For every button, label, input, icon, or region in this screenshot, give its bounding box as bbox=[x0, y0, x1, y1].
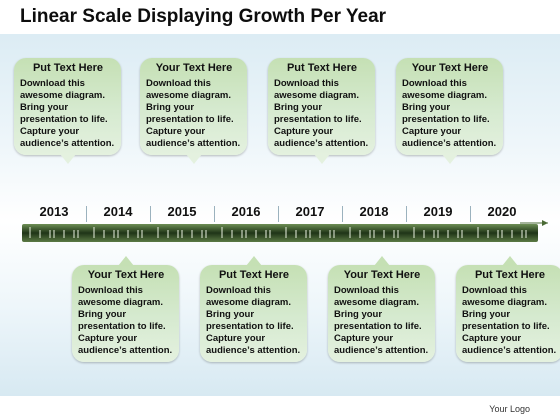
callout-body: Download this awesome diagram. Bring you… bbox=[206, 285, 301, 356]
year-separator bbox=[86, 206, 87, 222]
year-separator bbox=[470, 206, 471, 222]
callout-heading: Put Text Here bbox=[32, 62, 104, 74]
callout-heading: Put Text Here bbox=[286, 62, 358, 74]
page-title: Linear Scale Displaying Growth Per Year bbox=[20, 6, 387, 27]
tick-group bbox=[29, 227, 527, 238]
callout-body: Download this awesome diagram. Bring you… bbox=[146, 78, 241, 149]
callout-top-1: Put Text Here Download this awesome diag… bbox=[14, 58, 121, 164]
callout-body: Download this awesome diagram. Bring you… bbox=[78, 285, 173, 356]
callout-pointer bbox=[441, 154, 458, 164]
callout-heading: Your Text Here bbox=[411, 62, 489, 74]
year-label: 2015 bbox=[167, 204, 197, 219]
year-label: 2016 bbox=[231, 204, 261, 219]
callout-body: Download this awesome diagram. Bring you… bbox=[402, 78, 497, 149]
callout-bottom-1: Your Text Here Download this awesome dia… bbox=[72, 256, 179, 362]
year-label: 2019 bbox=[423, 204, 453, 219]
year-label: 2020 bbox=[487, 204, 517, 219]
callout-body: Download this awesome diagram. Bring you… bbox=[462, 285, 557, 356]
callout-heading: Your Text Here bbox=[87, 269, 165, 281]
timeline-bar bbox=[22, 224, 538, 242]
callout-heading: Your Text Here bbox=[343, 269, 421, 281]
callout-heading: Your Text Here bbox=[155, 62, 233, 74]
callout-pointer bbox=[117, 256, 134, 266]
callout-bottom-2: Put Text Here Download this awesome diag… bbox=[200, 256, 307, 362]
timeline-arrowhead bbox=[542, 220, 548, 226]
callout-body: Download this awesome diagram. Bring you… bbox=[334, 285, 429, 356]
year-separator bbox=[150, 206, 151, 222]
callout-bottom-4: Put Text Here Download this awesome diag… bbox=[456, 256, 560, 362]
logo-text: Your Logo bbox=[489, 404, 530, 414]
callout-pointer bbox=[373, 256, 390, 266]
callout-pointer bbox=[185, 154, 202, 164]
year-separator bbox=[342, 206, 343, 222]
year-label: 2014 bbox=[103, 204, 133, 219]
timeline-axis bbox=[22, 220, 548, 242]
callout-heading: Put Text Here bbox=[218, 269, 290, 281]
year-separator bbox=[278, 206, 279, 222]
year-separator bbox=[214, 206, 215, 222]
year-label: 2018 bbox=[359, 204, 389, 219]
callout-top-2: Your Text Here Download this awesome dia… bbox=[140, 58, 247, 164]
callout-top-3: Put Text Here Download this awesome diag… bbox=[268, 58, 375, 164]
callout-body: Download this awesome diagram. Bring you… bbox=[20, 78, 115, 149]
callout-body: Download this awesome diagram. Bring you… bbox=[274, 78, 369, 149]
callout-pointer bbox=[313, 154, 330, 164]
callout-pointer bbox=[59, 154, 76, 164]
callout-heading: Put Text Here bbox=[474, 269, 546, 281]
callout-top-4: Your Text Here Download this awesome dia… bbox=[396, 58, 503, 164]
year-label: 2013 bbox=[39, 204, 69, 219]
callout-pointer bbox=[501, 256, 518, 266]
year-separator bbox=[406, 206, 407, 222]
year-label: 2017 bbox=[295, 204, 325, 219]
callout-bottom-3: Your Text Here Download this awesome dia… bbox=[328, 256, 435, 362]
callout-pointer bbox=[245, 256, 262, 266]
